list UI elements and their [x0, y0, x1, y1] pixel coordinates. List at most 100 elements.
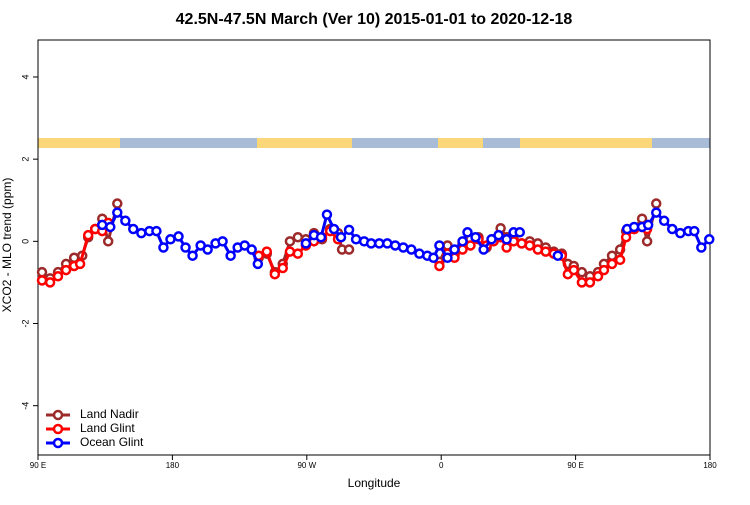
data-point [434, 260, 445, 272]
data-point [650, 207, 662, 218]
land-strip [520, 138, 652, 148]
data-point [300, 238, 312, 249]
data-point [217, 236, 228, 247]
data-point [552, 250, 564, 261]
data-point [614, 254, 626, 266]
data-point [128, 223, 139, 235]
data-point [641, 236, 653, 247]
legend-marker [52, 437, 64, 449]
x-tick-label: 90 E [30, 461, 46, 470]
data-point [642, 219, 654, 231]
data-point [112, 207, 123, 218]
y-tick-label: -2 [20, 320, 30, 328]
data-point [343, 244, 355, 255]
land-strip [438, 138, 483, 148]
data-point [398, 242, 409, 253]
x-tick-label: 0 [439, 461, 444, 470]
data-point [74, 258, 86, 270]
data-point [449, 244, 460, 255]
data-point [650, 198, 662, 209]
legend-marker [52, 409, 64, 421]
ocean-strip [38, 138, 710, 148]
y-tick-label: 0 [20, 239, 30, 244]
data-point [576, 266, 588, 278]
data-point [151, 225, 162, 237]
data-point [457, 236, 468, 247]
x-tick-label: 90 W [297, 461, 316, 470]
data-point [292, 231, 304, 243]
data-point [592, 271, 604, 282]
plot-frame [37, 39, 711, 456]
data-point [470, 231, 481, 243]
x-axis-label: Longitude [348, 476, 401, 490]
data-point [261, 246, 273, 257]
data-point [516, 238, 527, 249]
data-point [465, 240, 476, 251]
data-point [225, 250, 236, 261]
land-mask [38, 138, 710, 148]
data-point [675, 227, 686, 239]
data-point [36, 275, 48, 286]
data-point [343, 224, 355, 236]
y-tick-label: -4 [20, 402, 30, 410]
data-point [96, 219, 108, 231]
data-point [82, 229, 94, 241]
data-point [335, 231, 347, 243]
data-point [284, 236, 296, 247]
data-point [246, 244, 257, 255]
data-point [277, 262, 289, 274]
data-point [704, 234, 715, 245]
x-tick-label: 180 [166, 461, 180, 470]
data-point [576, 277, 588, 288]
data-point [501, 234, 512, 245]
data-point [373, 238, 385, 249]
data-point [584, 277, 596, 288]
data-point [434, 240, 445, 251]
legend-label: Land Glint [80, 421, 135, 435]
data-point [165, 234, 176, 245]
data-point [568, 264, 580, 276]
y-tick-label: 4 [20, 74, 30, 79]
chart-title: 42.5N-47.5N March (Ver 10) 2015-01-01 to… [176, 11, 573, 28]
y-tick-label: 2 [20, 157, 30, 162]
x-tick-label: 180 [703, 461, 717, 470]
data-point [187, 250, 198, 261]
data-point [501, 242, 512, 253]
data-point [457, 244, 468, 255]
data-point [321, 209, 333, 220]
data-point [428, 252, 439, 264]
data-point [442, 252, 453, 264]
data-point [292, 248, 304, 259]
data-point [202, 244, 213, 255]
data-point [44, 277, 56, 288]
data-point [102, 236, 114, 247]
data-point [328, 223, 340, 235]
data-point [252, 258, 264, 270]
data-point [514, 227, 525, 238]
data-point [52, 271, 64, 282]
data-point [478, 244, 489, 255]
data-point [406, 244, 417, 255]
data-point [158, 242, 169, 253]
data-point [493, 229, 504, 241]
land-strip [257, 138, 352, 148]
data-point [389, 240, 401, 251]
data-point [658, 215, 670, 227]
data-point [315, 231, 327, 243]
data-point [620, 231, 632, 243]
legend-label: Ocean Glint [80, 435, 144, 449]
data-point [180, 242, 191, 253]
legend-marker [52, 423, 64, 435]
data-point [120, 215, 131, 227]
legend-label: Land Nadir [80, 407, 139, 421]
data-point [606, 258, 618, 270]
data-point [524, 240, 536, 251]
data-point [36, 266, 48, 278]
data-point [269, 268, 281, 280]
data-point [606, 250, 618, 261]
data-point [350, 234, 362, 245]
data-point [689, 225, 700, 237]
y-axis-label: XCO2 - MLO trend (ppm) [0, 178, 14, 313]
data-point [60, 264, 72, 276]
